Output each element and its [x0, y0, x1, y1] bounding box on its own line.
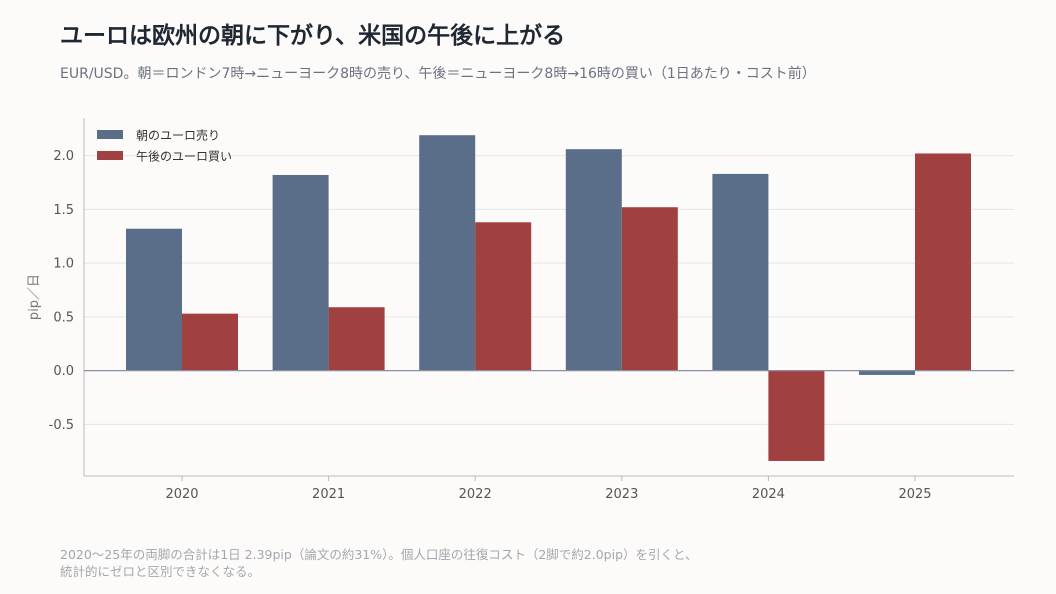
chart-subtitle: EUR/USD。朝＝ロンドン7時→ニューヨーク8時の売り、午後＝ニューヨーク8時…	[60, 66, 816, 82]
bar-afternoon-buy	[475, 222, 532, 371]
bar-afternoon-buy	[182, 313, 238, 371]
x-tick-label: 2021	[312, 487, 345, 502]
y-tick-label: 1.5	[53, 203, 74, 218]
bar-afternoon-buy	[915, 153, 971, 371]
x-tick-label: 2022	[459, 487, 492, 502]
y-tick-label: 0.0	[53, 364, 74, 379]
y-tick-label: 1.0	[53, 257, 74, 272]
footnote-line-2: 統計的にゼロと区別できなくなる。	[60, 564, 261, 579]
bar-morning-sell	[565, 149, 622, 371]
x-tick-label: 2023	[605, 487, 638, 502]
footnote-line-1: 2020～25年の両脚の合計は1日 2.39pip（論文の約31%）。個人口座の…	[60, 547, 698, 562]
y-tick-label: 2.0	[53, 149, 74, 164]
legend-label: 午後のユーロ買い	[136, 150, 232, 164]
bar-morning-sell	[272, 174, 329, 371]
x-tick-label: 2024	[752, 487, 785, 502]
chart-title: ユーロは欧州の朝に下がり、米国の午後に上がる	[60, 23, 566, 49]
footnote: 2020～25年の両脚の合計は1日 2.39pip（論文の約31%）。個人口座の…	[60, 546, 698, 580]
y-tick-label: -0.5	[49, 418, 74, 433]
bar-afternoon-buy	[621, 207, 678, 371]
legend-swatch	[97, 151, 123, 160]
x-tick-label: 2020	[165, 487, 198, 502]
bar-morning-sell	[419, 135, 476, 371]
x-tick-label: 2025	[898, 487, 931, 502]
bar-afternoon-buy	[328, 307, 385, 371]
bar-afternoon-buy	[768, 370, 825, 461]
y-tick-label: 0.5	[53, 310, 74, 325]
legend-label: 朝のユーロ売り	[136, 128, 220, 143]
bar-morning-sell	[712, 173, 769, 371]
bar-morning-sell	[859, 370, 915, 375]
y-axis-label: pip／日	[27, 274, 42, 320]
legend-swatch	[97, 130, 123, 139]
bar-morning-sell	[126, 228, 182, 371]
